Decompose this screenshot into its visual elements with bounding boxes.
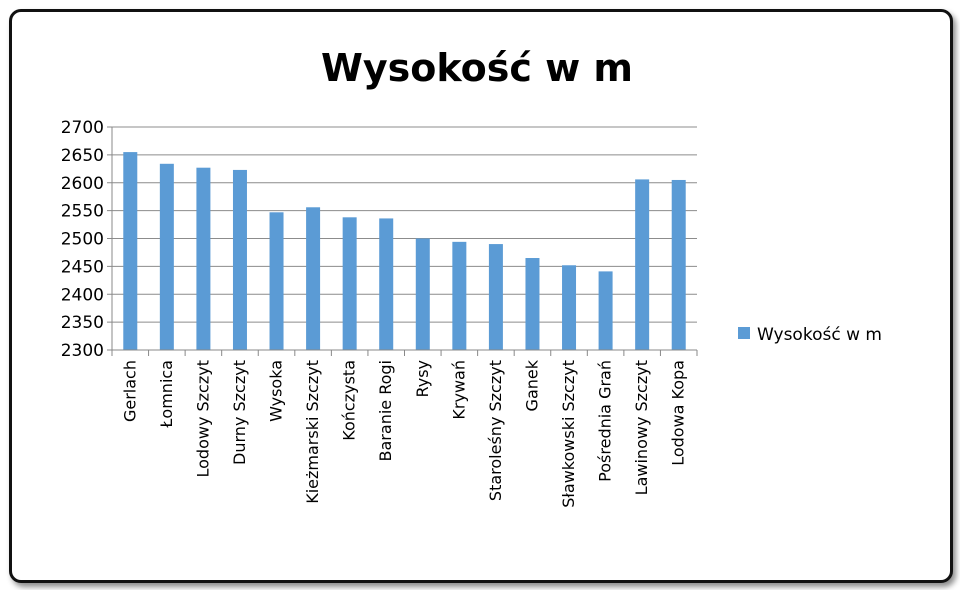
x-axis-ticks: Gerlach Łomnica Lodowy Szczyt Durny Szczyt W… — [111, 350, 698, 508]
y-tick-label: 2450 — [61, 257, 104, 277]
y-axis-ticks: 2300 2350 2400 2450 2500 2550 2600 2650 2700 — [61, 118, 112, 361]
x-tick-label: Łomnica — [157, 360, 176, 429]
bar — [671, 179, 686, 350]
y-tick-label: 2500 — [61, 230, 104, 250]
x-tick-label: Kończysta — [340, 360, 359, 441]
x-tick-label: Lawinowy Szczyt — [632, 360, 651, 495]
bar — [196, 167, 211, 350]
bar — [525, 258, 540, 350]
y-tick-label: 2600 — [61, 174, 104, 194]
x-tick-label: Pośrednia Grań — [596, 360, 615, 482]
bar — [488, 244, 503, 350]
x-tick-label: Krywań — [449, 360, 468, 420]
bar — [562, 265, 577, 350]
y-tick-label: 2700 — [61, 118, 104, 138]
x-tick-label: Lodowa Kopa — [669, 360, 688, 466]
bar — [635, 179, 650, 350]
legend-label: Wysokość w m — [757, 325, 882, 345]
bar — [452, 241, 467, 350]
bar — [306, 207, 321, 350]
bar — [379, 218, 394, 350]
legend: Wysokość w m — [738, 325, 882, 345]
x-tick-label: Gerlach — [120, 360, 139, 422]
bar — [598, 271, 613, 350]
x-tick-label: Wysoka — [267, 360, 286, 422]
bar — [415, 238, 430, 350]
x-tick-label: Rysy — [413, 360, 432, 398]
legend-swatch — [738, 327, 750, 339]
y-tick-label: 2300 — [61, 341, 104, 361]
chart-title: Wysokość w m — [321, 46, 633, 90]
x-tick-label: Staroleśny Szczyt — [486, 360, 505, 501]
bar — [232, 169, 247, 350]
x-tick-label: Ganek — [522, 359, 541, 411]
y-tick-label: 2350 — [61, 313, 104, 333]
y-tick-label: 2650 — [61, 146, 104, 166]
x-tick-label: Sławkowski Szczyt — [559, 360, 578, 508]
bars — [123, 152, 686, 350]
y-tick-label: 2400 — [61, 285, 104, 305]
bar — [123, 152, 138, 350]
bar — [269, 212, 284, 350]
x-tick-label: Durny Szczyt — [230, 360, 249, 465]
x-tick-label: Baranie Rogi — [376, 360, 395, 461]
y-tick-label: 2550 — [61, 202, 104, 222]
x-tick-label: Kieżmarski Szczyt — [303, 360, 322, 504]
bar — [159, 163, 174, 350]
x-tick-label: Lodowy Szczyt — [193, 360, 212, 478]
bar — [342, 217, 357, 350]
